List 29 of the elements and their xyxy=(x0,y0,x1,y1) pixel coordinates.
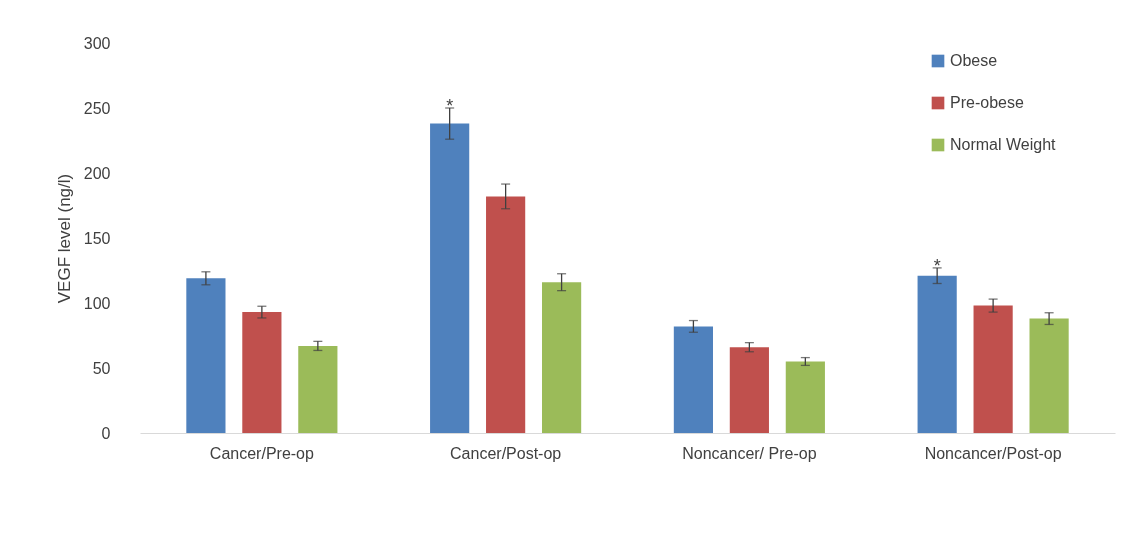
y-tick-label: 100 xyxy=(83,294,111,312)
y-tick-label: 0 xyxy=(101,424,111,442)
x-tick-label: Noncancer/Post-op xyxy=(924,444,1062,462)
bar xyxy=(673,326,713,433)
legend-label: Pre-obese xyxy=(950,94,1024,111)
bar xyxy=(973,305,1013,433)
bar xyxy=(542,282,582,433)
bar xyxy=(430,123,470,433)
legend-label: Obese xyxy=(950,52,998,69)
x-tick-label: Cancer/Pre-op xyxy=(209,444,314,462)
bar xyxy=(486,196,526,433)
y-tick-label: 250 xyxy=(83,99,111,117)
y-tick-label: 150 xyxy=(83,229,111,247)
bar xyxy=(242,312,282,433)
x-tick-label: Cancer/Post-op xyxy=(450,444,562,462)
legend-label: Normal Weight xyxy=(950,136,1057,153)
y-tick-label: 200 xyxy=(83,164,111,182)
y-axis-title: VEGF level (ng/l) xyxy=(54,173,74,304)
bar xyxy=(1029,318,1069,433)
bar xyxy=(729,347,769,433)
bar xyxy=(186,278,226,433)
bar xyxy=(298,345,338,433)
annotation: * xyxy=(933,255,941,276)
bar xyxy=(917,275,957,433)
y-tick-label: 300 xyxy=(83,34,111,52)
x-tick-label: Noncancer/ Pre-op xyxy=(682,444,817,462)
annotation: * xyxy=(446,96,454,116)
bar xyxy=(785,361,825,433)
y-tick-label: 50 xyxy=(92,359,111,377)
